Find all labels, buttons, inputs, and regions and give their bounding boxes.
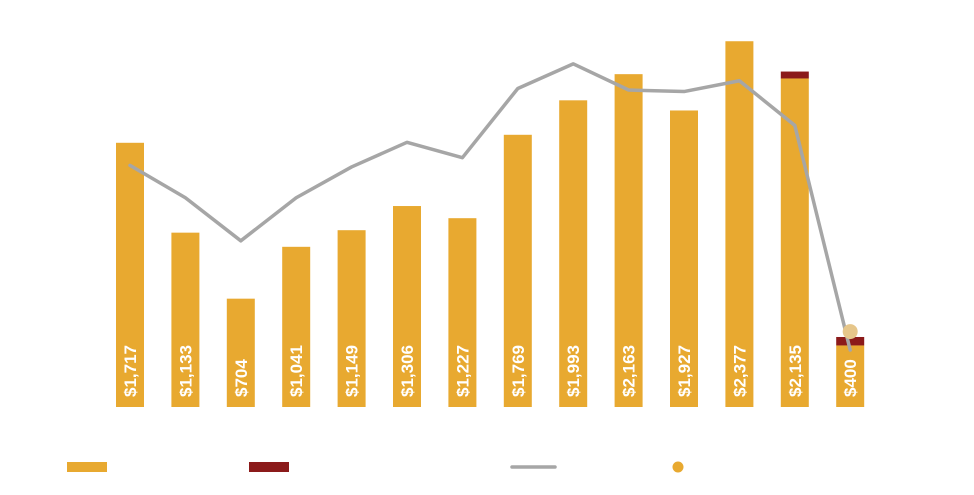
bar-value-label-10: $2,163 xyxy=(620,345,639,397)
bar-4 xyxy=(282,246,311,407)
bar-8 xyxy=(503,134,532,407)
bar-6 xyxy=(393,206,421,407)
legend-dot-4 xyxy=(672,461,684,473)
bar-5 xyxy=(337,230,366,407)
bar-2 xyxy=(171,232,200,407)
bar-12 xyxy=(725,41,754,407)
bar-13 xyxy=(780,78,809,407)
bar-value-label-7: $1,227 xyxy=(453,345,472,397)
legend xyxy=(67,461,684,473)
bars-layer xyxy=(116,41,865,408)
bar-value-label-6: $1,306 xyxy=(398,345,417,397)
bar-9 xyxy=(559,100,588,407)
bar-value-label-2: $1,133 xyxy=(176,345,195,397)
labels-layer: $1,717 $1,133 $704 $1,041 $1,149 $1,306 $1,227… xyxy=(121,345,860,397)
bar-value-label-3: $704 xyxy=(232,359,251,397)
marker-point-14 xyxy=(842,324,858,340)
bar-1 xyxy=(116,142,144,408)
legend-swatch-2 xyxy=(249,462,289,472)
bar-value-label-14: $400 xyxy=(841,359,860,397)
bar-10 xyxy=(614,74,643,408)
legend-swatch-1 xyxy=(67,462,107,472)
bar-11 xyxy=(670,110,698,407)
bar-value-label-12: $2,377 xyxy=(730,345,749,397)
bar-7 xyxy=(448,218,477,407)
line-layer xyxy=(128,62,858,352)
bar-value-label-13: $2,135 xyxy=(786,345,805,397)
trend-line xyxy=(128,62,852,352)
bar-value-label-4: $1,041 xyxy=(287,345,306,397)
bar-value-label-5: $1,149 xyxy=(343,345,362,397)
stacked-bar-13 xyxy=(780,71,809,79)
stacked-bar-14 xyxy=(836,336,865,346)
bar-value-label-8: $1,769 xyxy=(509,345,528,397)
bar-3 xyxy=(226,298,255,407)
bar-value-label-1: $1,717 xyxy=(121,345,140,397)
bar-14 xyxy=(836,345,865,407)
bar-value-label-9: $1,993 xyxy=(564,345,583,397)
bar-value-label-11: $1,927 xyxy=(675,345,694,397)
